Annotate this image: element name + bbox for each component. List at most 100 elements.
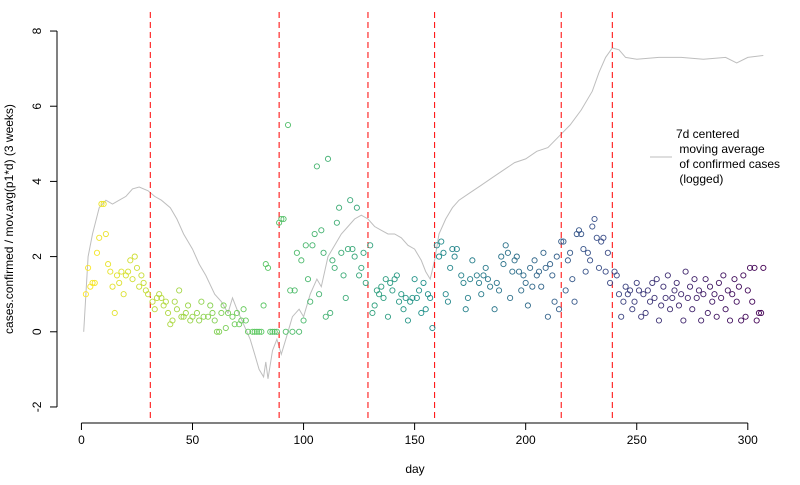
point xyxy=(729,291,736,298)
point xyxy=(735,283,742,290)
point xyxy=(411,276,418,283)
point xyxy=(740,272,747,279)
point xyxy=(371,302,378,309)
point xyxy=(667,306,674,313)
point xyxy=(458,272,465,279)
point xyxy=(664,272,671,279)
point xyxy=(669,294,676,301)
point xyxy=(200,313,207,320)
point xyxy=(553,253,560,260)
point xyxy=(564,257,571,264)
point xyxy=(622,283,629,290)
point xyxy=(105,261,112,268)
point xyxy=(535,268,543,275)
point xyxy=(695,287,702,294)
point xyxy=(273,328,280,335)
point xyxy=(629,306,636,313)
point xyxy=(513,253,520,260)
point xyxy=(398,291,405,298)
point xyxy=(524,302,531,309)
point xyxy=(435,253,443,260)
point xyxy=(387,279,394,286)
y-tick-label: 0 xyxy=(30,328,44,335)
point xyxy=(91,279,98,286)
point xyxy=(253,328,260,335)
point xyxy=(504,249,511,256)
point xyxy=(129,276,136,283)
point xyxy=(755,309,762,317)
point xyxy=(327,309,334,317)
point xyxy=(644,287,651,294)
point xyxy=(631,298,638,305)
point xyxy=(320,249,327,256)
point xyxy=(604,249,611,256)
point xyxy=(336,204,343,211)
point xyxy=(749,298,756,305)
point xyxy=(289,328,296,335)
point xyxy=(367,242,374,249)
point xyxy=(331,264,338,271)
point xyxy=(207,302,214,309)
point xyxy=(282,328,289,335)
point xyxy=(584,249,591,256)
point xyxy=(658,302,665,309)
point xyxy=(726,317,734,324)
point xyxy=(482,264,489,271)
point xyxy=(720,272,727,279)
point xyxy=(356,272,363,279)
point xyxy=(113,272,121,279)
point xyxy=(318,227,325,234)
point xyxy=(358,264,365,271)
point xyxy=(420,279,427,286)
point xyxy=(229,313,236,320)
point xyxy=(578,230,585,238)
point xyxy=(711,291,718,298)
point xyxy=(322,313,329,320)
legend-label: 7d centered moving average of confirmed … xyxy=(676,127,781,186)
x-tick-label: 200 xyxy=(516,433,536,447)
point xyxy=(500,261,507,268)
point xyxy=(222,324,229,332)
x-tick-label: 150 xyxy=(405,433,425,447)
point xyxy=(607,279,614,286)
point xyxy=(171,298,178,305)
point xyxy=(640,291,647,298)
point xyxy=(591,215,598,223)
point xyxy=(444,298,451,305)
point xyxy=(342,294,349,301)
point xyxy=(555,306,563,313)
point xyxy=(284,121,292,129)
point xyxy=(498,253,505,260)
point xyxy=(484,276,491,283)
point xyxy=(542,264,549,271)
point xyxy=(109,283,116,290)
point xyxy=(449,246,456,253)
point xyxy=(233,309,240,317)
point xyxy=(580,246,587,253)
point xyxy=(618,313,625,320)
point xyxy=(451,253,458,260)
point xyxy=(515,268,523,275)
point xyxy=(344,246,352,253)
point xyxy=(182,309,189,317)
point xyxy=(753,317,760,324)
point xyxy=(475,279,483,286)
point xyxy=(280,215,287,223)
point xyxy=(209,309,216,317)
moving-average-line xyxy=(83,47,764,379)
point xyxy=(567,249,574,256)
point xyxy=(85,264,92,271)
point xyxy=(633,279,640,286)
point xyxy=(307,298,314,305)
point xyxy=(440,249,447,256)
point xyxy=(409,294,416,301)
point xyxy=(613,272,620,279)
point xyxy=(220,302,227,309)
point xyxy=(433,242,440,249)
x-tick-label: 300 xyxy=(738,433,758,447)
point xyxy=(744,287,751,294)
point xyxy=(527,264,534,271)
point xyxy=(349,246,356,253)
point xyxy=(111,309,118,317)
point xyxy=(107,268,114,275)
